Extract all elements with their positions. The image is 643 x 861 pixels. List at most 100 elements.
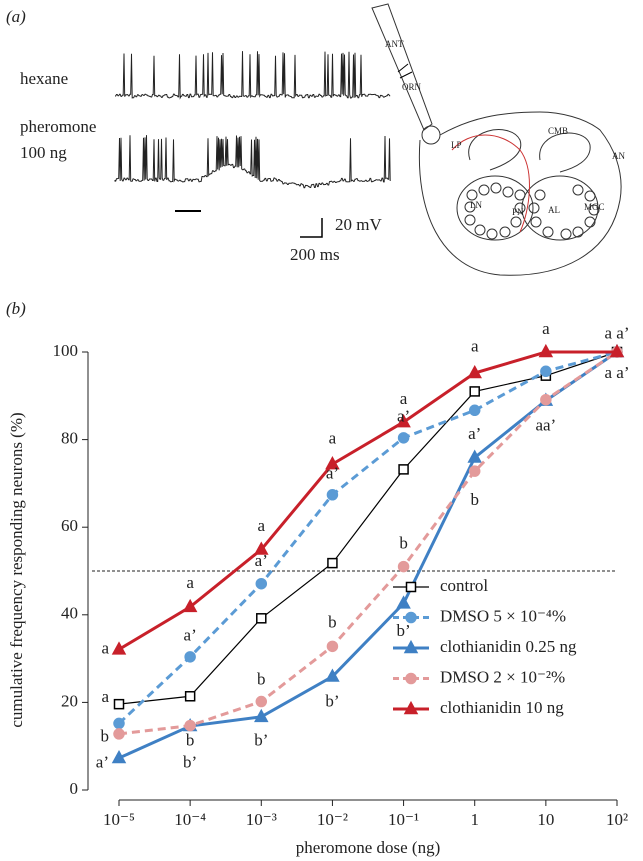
legend-label: clothianidin 10 ng (440, 698, 564, 717)
diagram-label: AN (612, 151, 625, 161)
point (538, 343, 554, 358)
annotation: b (186, 731, 195, 750)
point (111, 641, 127, 655)
point (325, 668, 340, 682)
annotation: b (399, 534, 408, 553)
glomerulus (464, 214, 476, 226)
glomerulus (486, 228, 498, 240)
glomerulus (534, 189, 546, 201)
annotation: a (542, 319, 550, 338)
glomerulus (474, 224, 486, 236)
point (113, 717, 125, 730)
point (326, 489, 339, 501)
glomerulus (588, 204, 600, 216)
annotation: b (470, 490, 479, 509)
glomerulus (514, 202, 526, 214)
annotation: a’ (468, 424, 481, 443)
annotation: a (400, 389, 408, 408)
traces (114, 51, 391, 189)
point (326, 640, 339, 653)
panel-label: (b) (6, 299, 26, 318)
glomerulus (502, 186, 514, 198)
glomerulus (560, 228, 572, 240)
x-tick-label: 10⁻³ (246, 810, 277, 829)
annotation: a’ (397, 407, 410, 426)
annotation: b (101, 726, 110, 745)
annotation: a (186, 573, 194, 592)
glomerulus (542, 226, 554, 238)
diagram-label: LP (451, 140, 462, 150)
annotation: a (329, 429, 337, 448)
glomerulus (510, 216, 522, 228)
point (256, 613, 267, 624)
glomerulus (499, 226, 511, 238)
brain-diagram (371, 3, 622, 276)
x-axis-label: pheromone dose (ng) (296, 838, 440, 857)
glomerulus (464, 201, 476, 213)
legend-label: DMSO 2 × 10⁻²% (440, 667, 565, 686)
point (182, 598, 198, 613)
point (396, 595, 411, 609)
x-tick-label: 10⁻⁵ (103, 810, 135, 829)
glomerulus (584, 190, 596, 202)
legend-marker (405, 672, 417, 685)
y-tick-label: 20 (61, 691, 78, 710)
diagram-label: MGC (584, 202, 605, 212)
point (254, 708, 269, 723)
point (397, 560, 410, 573)
diagram-label: ANT (385, 39, 404, 49)
point (469, 386, 480, 397)
x-tick-label: 10² (606, 810, 628, 829)
x-tick-label: 1 (470, 810, 479, 829)
point (111, 749, 127, 764)
point (184, 651, 196, 663)
scale-voltage: 20 mV (335, 215, 382, 234)
glomerulus (572, 184, 584, 196)
point (468, 404, 481, 417)
point (540, 365, 552, 378)
annotation: b’ (254, 731, 268, 750)
annotation: a (101, 639, 109, 658)
series-line (117, 350, 618, 725)
annotation: b’ (325, 691, 339, 710)
legend-label: clothianidin 0.25 ng (440, 637, 577, 656)
trace-label: pheromone (20, 117, 96, 136)
annotation: a’ (184, 626, 197, 645)
annotation: a’ (96, 753, 109, 772)
point (467, 449, 482, 463)
diagram-label: PN (512, 207, 524, 217)
point (540, 393, 552, 406)
point (255, 695, 268, 708)
glomerulus (584, 216, 596, 228)
glomeruli (464, 182, 600, 240)
point (327, 557, 338, 569)
legend-marker (403, 639, 419, 654)
panel-label: (a) (6, 7, 26, 26)
point (254, 541, 269, 555)
glomerulus (528, 202, 540, 214)
voltage-trace (114, 135, 391, 189)
y-tick-label: 40 (61, 604, 78, 623)
point (398, 464, 409, 475)
glomerulus (466, 189, 478, 201)
diagram-label: LN (470, 200, 482, 210)
glomerulus (514, 189, 526, 201)
annotation: b’ (183, 753, 197, 772)
diagram-label: AL (548, 205, 560, 215)
diagram-label: ORN (402, 82, 422, 92)
legend-label: DMSO 5 × 10⁻⁴% (440, 606, 566, 625)
point (255, 577, 268, 590)
glomerulus (490, 182, 502, 194)
scale-bar (300, 218, 323, 238)
annotation: a a’ (604, 323, 629, 342)
annotation: a (101, 687, 109, 706)
point (467, 364, 482, 379)
legend-label: control (440, 576, 488, 595)
annotation: a’ (255, 551, 268, 570)
x-tick-label: 10⁻² (317, 810, 348, 829)
legend-marker (405, 581, 417, 593)
trace-label: hexane (20, 69, 68, 88)
x-tick-label: 10 (537, 810, 554, 829)
y-tick-label: 0 (70, 779, 79, 798)
